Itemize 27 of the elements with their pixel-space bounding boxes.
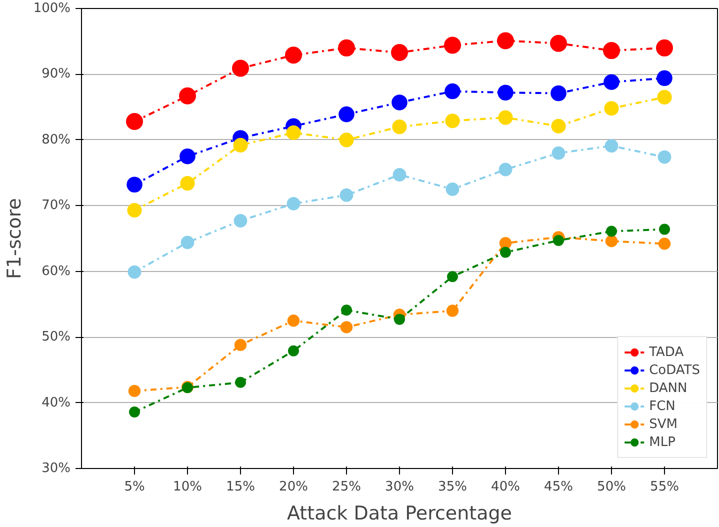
y-tick-label: 30% bbox=[42, 461, 71, 476]
x-tick-label: 50% bbox=[597, 480, 626, 494]
y-tick-label: 40% bbox=[42, 395, 71, 410]
x-tick-label: 5% bbox=[124, 480, 145, 494]
legend-label: DANN bbox=[649, 380, 688, 397]
x-tick-label: 20% bbox=[279, 480, 308, 494]
legend-label: CoDATS bbox=[649, 362, 700, 379]
x-tick-label: 25% bbox=[332, 480, 361, 494]
legend-label: SVM bbox=[649, 416, 678, 433]
legend-label: FCN bbox=[649, 398, 676, 415]
x-tick-label: 45% bbox=[544, 480, 573, 494]
y-tick-label: 50% bbox=[42, 330, 71, 345]
x-tick-label: 30% bbox=[385, 480, 414, 494]
y-tick-label: 100% bbox=[33, 1, 71, 16]
legend-label: TADA bbox=[649, 344, 684, 361]
x-axis-title: Attack Data Percentage bbox=[287, 502, 512, 524]
x-tick-label: 40% bbox=[491, 480, 520, 494]
x-tick-label: 10% bbox=[173, 480, 202, 494]
y-tick-label: 90% bbox=[42, 66, 71, 82]
x-tick-label: 15% bbox=[226, 480, 255, 494]
x-tick-label: 35% bbox=[438, 480, 467, 494]
y-tick-label: 80% bbox=[42, 132, 71, 148]
y-axis-title: F1-score bbox=[3, 198, 26, 279]
y-tick-label: 70% bbox=[42, 198, 71, 214]
x-tick-label: 55% bbox=[650, 480, 679, 494]
y-tick-label: 60% bbox=[42, 264, 71, 279]
legend-label: MLP bbox=[649, 434, 676, 451]
